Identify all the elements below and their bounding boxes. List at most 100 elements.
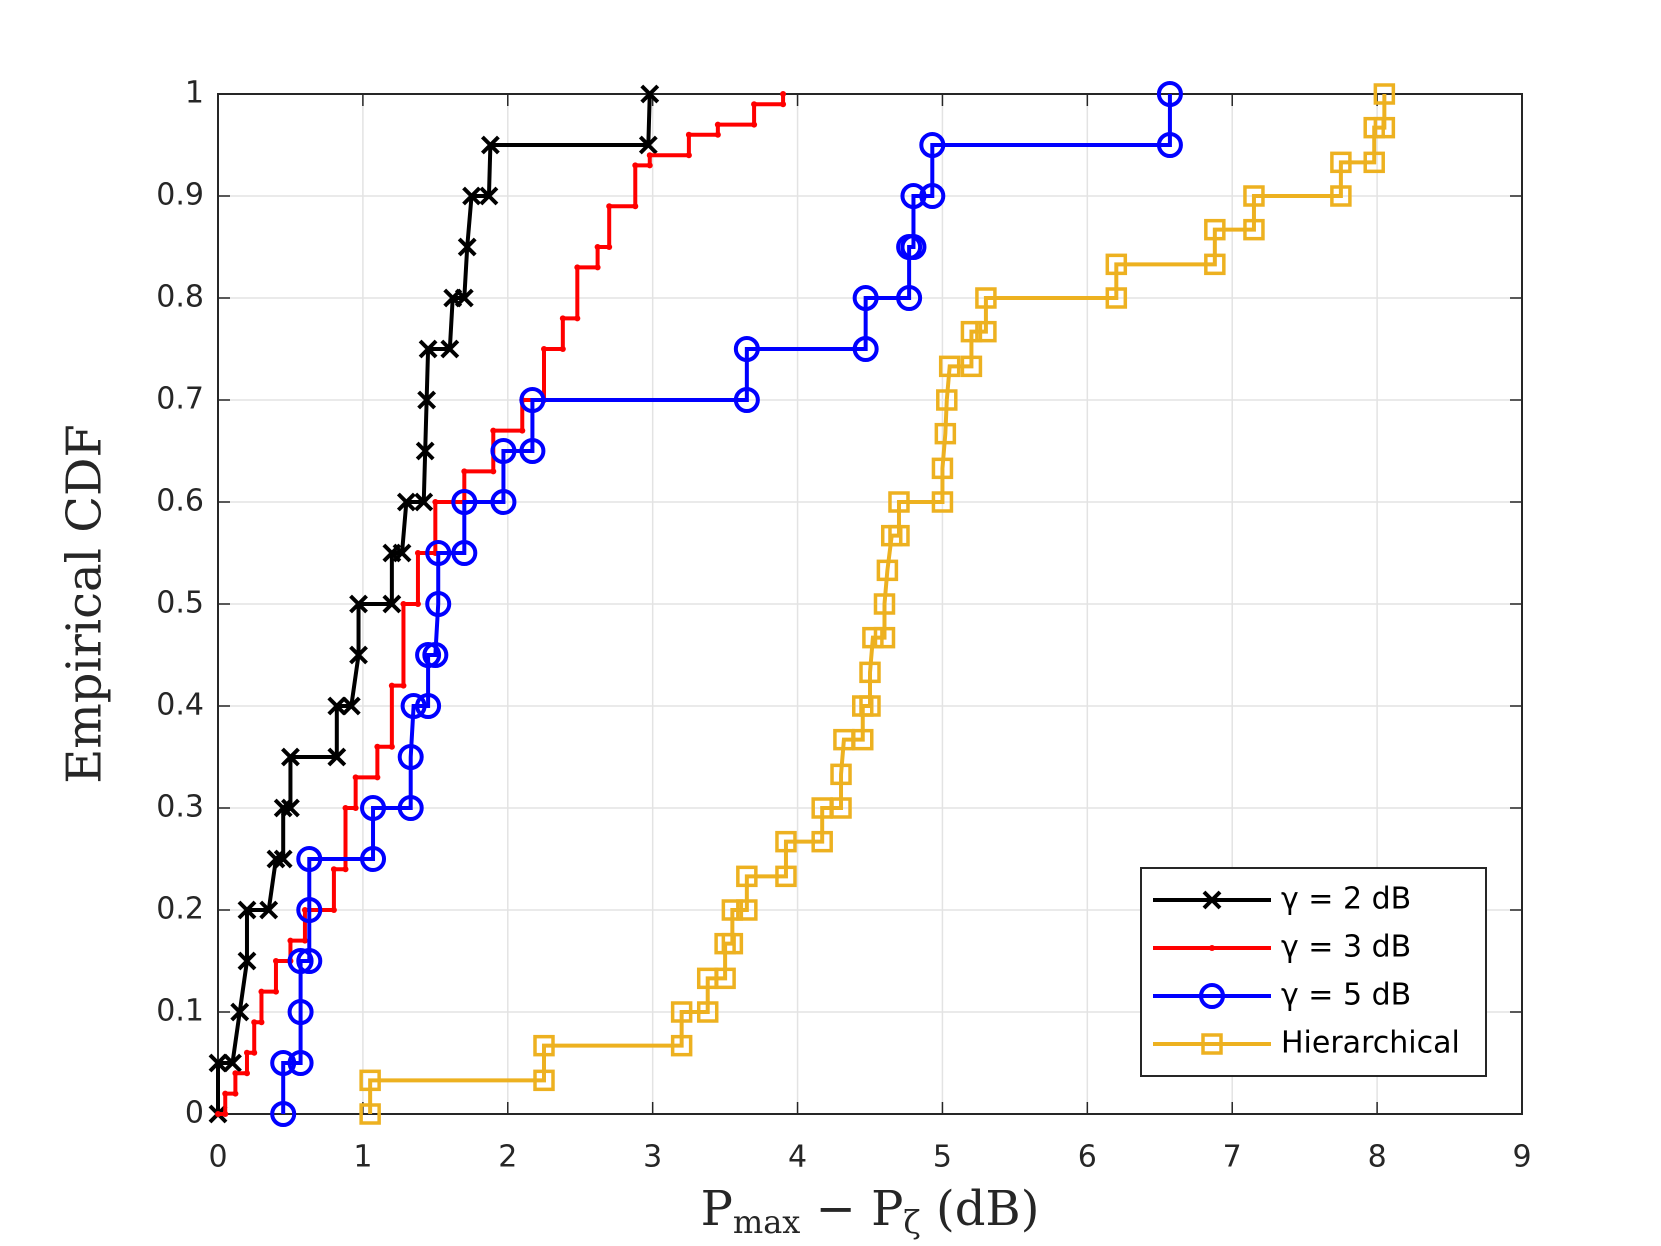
legend-label: Hierarchical [1281,1026,1460,1061]
data-point [396,492,416,512]
y-tick-label: 0.4 [156,688,204,723]
data-point [400,693,427,719]
data-point [374,774,381,781]
data-point [451,540,478,566]
data-point [417,390,437,410]
x-tick-label: 1 [353,1140,372,1175]
data-point [330,907,337,913]
data-point [397,744,424,770]
data-point [287,937,294,944]
data-point [243,1049,250,1056]
data-point [342,805,349,811]
y-tick-label: 0.2 [156,892,204,927]
y-tick-label: 0.9 [156,178,204,213]
data-point [934,422,957,445]
data-point [541,346,547,352]
data-point [432,499,439,505]
data-point [751,121,758,128]
data-point [736,899,758,921]
data-point [714,131,721,138]
data-point [287,948,314,974]
data-point [251,1049,258,1056]
series-line [368,94,1387,1114]
data-point [685,131,692,138]
data-point [931,457,954,480]
data-point [418,339,438,359]
data-point [900,234,927,260]
data-point [1156,81,1183,107]
data-point [208,1053,228,1073]
data-point [480,135,500,155]
data-point [975,320,997,343]
data-point [243,1070,250,1077]
x-tick-label: 2 [498,1140,517,1175]
legend-marker [1199,983,1225,1009]
data-point [936,389,958,411]
data-point [425,591,452,617]
data-point [232,1070,239,1077]
x-tick-label: 4 [788,1140,807,1175]
data-point [270,1050,297,1076]
data-point [574,315,581,322]
data-point [919,132,946,158]
legend-marker [1202,890,1222,910]
data-point [296,846,323,872]
data-point [454,288,474,308]
data-point [1330,185,1352,207]
x-tick-label: 0 [208,1140,227,1175]
data-point [559,346,566,352]
data-point [896,285,923,311]
data-point [415,642,442,668]
y-axis-label: Empirical CDF [57,424,113,784]
data-point [230,1002,250,1022]
data-point [388,682,395,689]
data-point [287,1050,314,1076]
data-point [559,315,566,322]
legend-marker [1201,1033,1223,1055]
data-point [606,203,613,210]
data-point [272,988,279,995]
data-point [273,798,293,818]
x-tick-label: 9 [1512,1140,1531,1175]
y-tick-label: 0.5 [156,586,204,621]
data-point [451,489,478,515]
data-point [1363,151,1385,174]
legend-marker [1209,945,1215,951]
data-point [1204,253,1226,276]
data-point [237,951,257,971]
data-point [919,183,946,209]
data-point [258,1019,265,1026]
data-point [296,897,323,923]
data-point [646,162,653,169]
x-axis-label-part: − P [800,1181,903,1237]
x-tick-label: 7 [1223,1140,1242,1175]
data-point [414,550,421,556]
data-point [414,601,421,607]
data-point [382,594,402,614]
data-point [349,645,368,665]
data-point [775,865,797,888]
data-point [422,642,449,668]
x-axis-label-part: (dB) [921,1181,1040,1237]
data-point [852,336,879,362]
data-point [736,865,758,888]
legend-label: γ = 2 dB [1281,882,1411,917]
x-axis-label-part: ζ [903,1203,920,1241]
data-point [670,1001,693,1023]
data-point [301,907,308,913]
data-point [349,594,368,614]
data-point [859,695,881,717]
data-point [479,186,499,206]
data-point [270,1101,297,1127]
data-point [714,967,736,990]
data-point [862,626,884,649]
data-point [852,285,879,311]
data-point [215,1111,221,1117]
data-point [359,1103,381,1125]
data-point [222,1090,229,1097]
data-point [272,958,279,964]
data-point [1373,116,1396,139]
data-point [873,626,896,649]
x-tick-label: 6 [1078,1140,1097,1175]
data-point [266,849,286,869]
